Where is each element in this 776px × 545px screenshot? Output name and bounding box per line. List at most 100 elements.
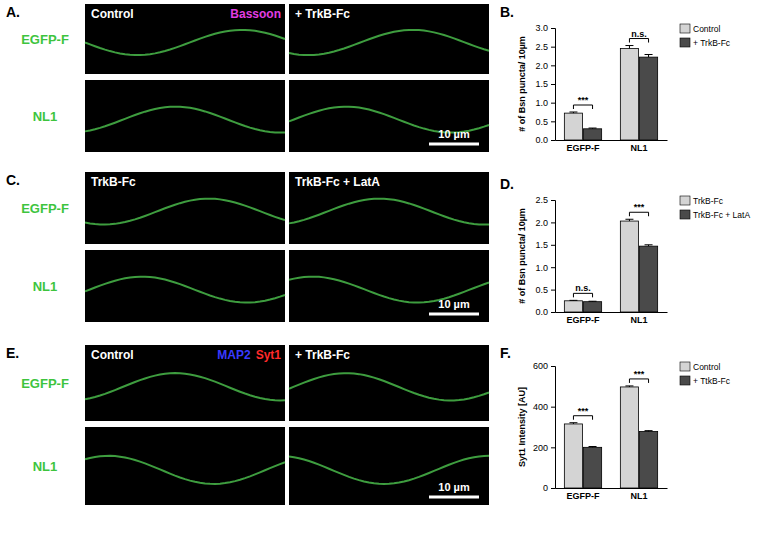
legend-label: + TrkB-Fc [693, 38, 731, 48]
y-axis-title: # of Bsn puncta/ 10µm [517, 36, 527, 132]
scale-bar-label: 10 µm [438, 298, 470, 310]
significance-label: n.s. [575, 283, 591, 293]
y-tick-mark [551, 222, 555, 223]
row-label: NL1 [33, 109, 58, 124]
y-tick: 2.0 [535, 61, 555, 71]
y-tick-label: 2.5 [535, 195, 548, 205]
y-tick: 600 [533, 361, 555, 371]
y-tick-label: 1.5 [535, 240, 548, 250]
significance-label: n.s. [631, 29, 647, 39]
y-tick-label: 3.0 [535, 23, 548, 33]
plot-area [564, 46, 657, 140]
bar [620, 49, 638, 140]
y-axis-title: # of Bsn puncta/ 10µm [517, 208, 527, 304]
micrograph [289, 80, 489, 152]
legend-swatch [680, 376, 690, 385]
chart: F.0200400600EGFP-FNL1Syt1 Intensity [AU]… [500, 345, 731, 501]
x-tick-label: NL1 [630, 143, 647, 153]
y-axis: 0.00.51.01.52.02.53.0 [535, 23, 555, 145]
scale-bar [429, 313, 479, 316]
legend-swatch [680, 362, 690, 371]
bar [564, 113, 582, 140]
bar [564, 424, 582, 488]
neurite [289, 30, 489, 55]
y-tick-mark [551, 140, 555, 141]
x-axis-line [556, 140, 668, 141]
y-tick-mark [551, 103, 555, 104]
panel-label: E. [6, 345, 19, 361]
significance-bracket [629, 379, 648, 383]
error-bar [645, 430, 653, 432]
x-tick-label: NL1 [630, 315, 647, 325]
stain-label: Bassoon [230, 7, 281, 21]
x-tick: NL1 [630, 140, 647, 153]
scale-bar-label: 10 µm [438, 128, 470, 140]
legend-swatch [680, 38, 690, 47]
y-axis-line [551, 29, 556, 141]
x-tick-label: EGFP-F [567, 143, 601, 153]
bar [583, 447, 601, 488]
significance-bracket [573, 105, 592, 109]
panel-label: C. [6, 172, 20, 188]
legend-label: Control [693, 362, 721, 372]
x-axis-line [556, 312, 668, 313]
legend: Control+ TtkB-Fc [680, 362, 731, 386]
bar [583, 129, 601, 140]
y-tick-mark [551, 366, 555, 367]
bar [620, 387, 638, 488]
neurite [289, 199, 489, 225]
column-title: + TrkB-Fc [295, 348, 350, 362]
significance-bracket [573, 416, 592, 420]
error-bar [569, 300, 577, 301]
y-tick-mark [551, 245, 555, 246]
neurite [85, 456, 285, 484]
scale-bar [429, 143, 479, 146]
significance-label: *** [578, 95, 589, 105]
neurite [289, 373, 489, 400]
y-tick: 0.5 [535, 117, 555, 127]
y-tick: 1.5 [535, 240, 555, 250]
scale-bar [429, 496, 479, 499]
y-tick: 0.0 [535, 307, 555, 317]
y-tick: 2.0 [535, 218, 555, 228]
chart: B.0.00.51.01.52.02.53.0EGFP-FNL1# of Bsn… [500, 4, 731, 153]
neurite [85, 107, 285, 133]
bar [639, 246, 657, 312]
legend: Control+ TrkB-Fc [680, 24, 731, 48]
y-tick: 1.0 [535, 98, 555, 108]
y-axis-title: Syt1 Intensity [AU] [517, 387, 527, 467]
stain-label: Syt1 [256, 348, 282, 362]
y-tick: 0.0 [535, 135, 555, 145]
y-tick-mark [551, 65, 555, 66]
bar [639, 431, 657, 488]
plot-area [564, 386, 657, 488]
x-tick-label: EGFP-F [567, 491, 601, 501]
y-tick-mark [551, 200, 555, 201]
row-label: NL1 [33, 279, 58, 294]
y-tick: 1.5 [535, 79, 555, 89]
image-panel-group: C.EGFP-FTrkB-FcTrkB-Fc + LatANL110 µm [6, 172, 489, 322]
y-axis-line [551, 367, 556, 489]
y-tick-mark [551, 28, 555, 29]
row-label: EGFP-F [21, 201, 69, 216]
figure: A.EGFP-FControlBassoon+ TrkB-FcNL110 µmC… [0, 0, 776, 545]
micrograph [85, 4, 285, 74]
y-tick-mark [551, 488, 555, 489]
column-title: TrkB-Fc + LatA [295, 175, 380, 189]
y-tick-mark [551, 407, 555, 408]
row-label: EGFP-F [21, 32, 69, 47]
micrograph [289, 427, 489, 505]
y-tick: 0 [543, 483, 555, 493]
neurite [85, 30, 285, 55]
x-axis: EGFP-F NL1 [556, 140, 668, 153]
error-bar [569, 112, 577, 113]
significance-label: *** [578, 406, 589, 416]
micrograph [85, 80, 285, 152]
stain-label: MAP2 [217, 348, 251, 362]
significance-label: *** [634, 369, 645, 379]
error-bar [589, 446, 597, 448]
neurite [85, 199, 285, 225]
neurite [85, 277, 285, 303]
y-tick-mark [551, 267, 555, 268]
micrograph [85, 427, 285, 505]
